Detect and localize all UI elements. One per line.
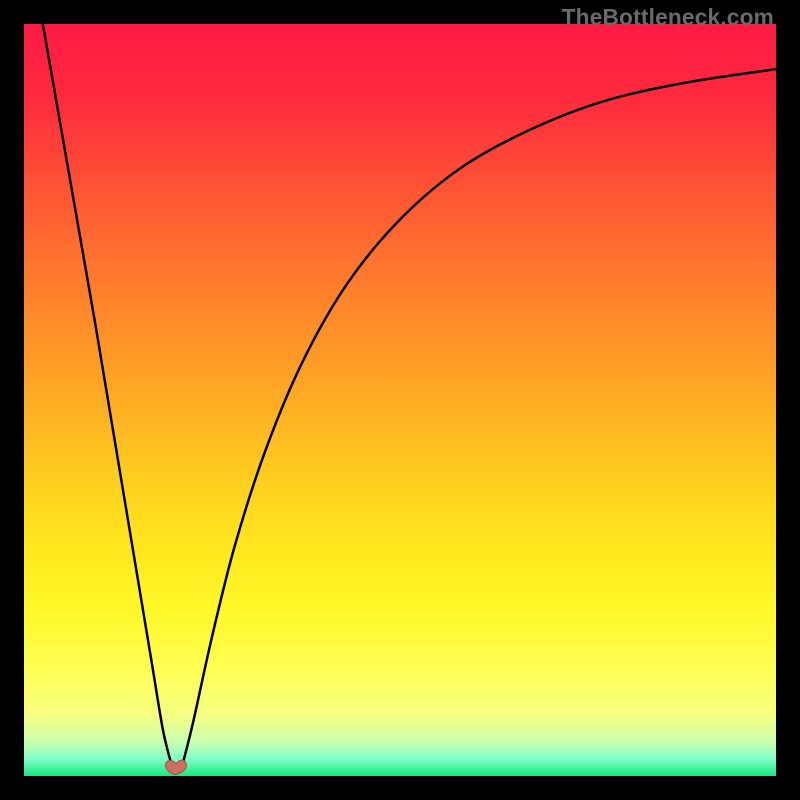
curve-left-branch	[43, 24, 172, 767]
minimum-marker	[162, 751, 190, 779]
curve-layer	[24, 24, 776, 776]
chart-container: TheBottleneck.com	[0, 0, 800, 800]
watermark-text: TheBottleneck.com	[562, 4, 774, 31]
curve-right-branch	[182, 69, 776, 767]
plot-area	[24, 24, 776, 776]
